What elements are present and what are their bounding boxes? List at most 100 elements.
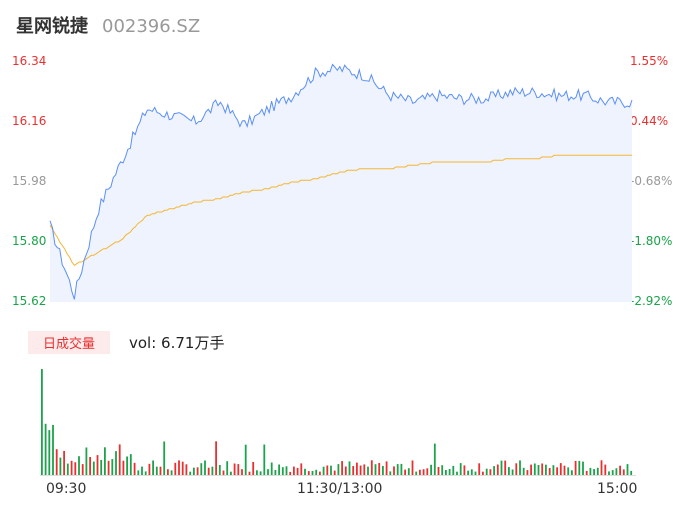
volume-bar (415, 471, 418, 475)
volume-bar (311, 471, 314, 475)
volume-bar (593, 469, 595, 475)
volume-bar (111, 459, 114, 475)
volume-bar (456, 471, 458, 475)
volume-bar (196, 467, 199, 475)
volume-bar (500, 460, 503, 475)
volume-bar (530, 464, 532, 475)
volume-bar (341, 461, 343, 475)
volume-bar (107, 460, 110, 475)
volume-bar (144, 471, 147, 475)
volume-bar (222, 470, 225, 475)
volume-bar (396, 464, 399, 475)
volume-bar (315, 469, 318, 475)
volume-bar (370, 460, 373, 475)
volume-bar (115, 451, 117, 475)
volume-bar (285, 466, 288, 475)
volume-bar (489, 469, 492, 475)
volume-bar (55, 449, 58, 475)
volume-bar (200, 463, 203, 475)
volume-bar (496, 464, 499, 475)
time-label-midday: 11:30/13:00 (297, 481, 383, 497)
volume-bar (559, 463, 562, 475)
volume-bar (485, 468, 488, 475)
volume-bar (378, 463, 381, 475)
volume-bar (89, 457, 91, 475)
volume-bar (393, 466, 395, 475)
volume-bar (508, 467, 510, 475)
volume-bar (296, 467, 299, 475)
percent-label: -2.92% (630, 294, 673, 308)
price-label: 15.62 (12, 294, 47, 308)
volume-bar (407, 468, 410, 475)
volume-bar (619, 465, 621, 475)
volume-bar (545, 464, 547, 475)
volume-bar (622, 469, 625, 475)
volume-bar (215, 441, 217, 475)
volume-bar (600, 460, 603, 475)
volume-bar (548, 468, 551, 475)
volume-bar (178, 460, 180, 475)
volume-bar (419, 469, 421, 475)
volume-bar (263, 444, 266, 475)
volume-bar (289, 471, 292, 475)
volume-bar (233, 463, 236, 475)
volume-bar (522, 467, 525, 475)
price-label: 16.34 (12, 54, 47, 68)
volume-bar (248, 471, 251, 475)
volume-bar (293, 466, 295, 475)
volume-bar (141, 466, 143, 475)
volume-bar (571, 470, 573, 475)
volume-bar (122, 460, 125, 475)
volume-bar (437, 467, 440, 475)
volume-bar (363, 464, 366, 475)
volume-bar (567, 467, 570, 475)
volume-bar (474, 471, 477, 475)
volume-bar (118, 444, 121, 475)
volume-bar (537, 465, 540, 475)
volume-bar (448, 469, 451, 475)
volume-bar (96, 455, 99, 475)
volume-bar (252, 462, 255, 475)
volume-bar (256, 470, 258, 475)
volume-bar (348, 461, 351, 475)
percent-label: 1.55% (630, 54, 669, 68)
volume-bar (52, 424, 54, 475)
volume-bar (278, 464, 280, 475)
volume-bar (626, 464, 629, 475)
volume-bar (585, 471, 588, 475)
volume-bar (270, 462, 273, 475)
volume-bar (452, 465, 455, 475)
volume-bar (174, 462, 177, 475)
volume-bar (159, 466, 162, 475)
time-label-close: 15:00 (597, 481, 638, 497)
volume-bar (526, 470, 529, 475)
volume-bar (422, 469, 425, 475)
price-area (50, 64, 632, 302)
volume-bar (578, 460, 581, 475)
volume-summary: vol: 6.71万手 (129, 334, 225, 352)
volume-bar (185, 464, 188, 475)
volume-bar (533, 463, 536, 475)
volume-bar (300, 463, 303, 475)
volume-bar (337, 464, 340, 475)
volume-bar (155, 466, 158, 475)
volume-bar (596, 467, 599, 475)
volume-bar (92, 461, 95, 475)
time-label-open: 09:30 (46, 481, 87, 497)
price-label: 16.16 (12, 114, 47, 128)
volume-bar (41, 369, 43, 475)
volume-bar (59, 457, 62, 475)
volume-bar (426, 468, 429, 475)
volume-bar (241, 469, 243, 475)
volume-bar (137, 470, 140, 475)
volume-bar (230, 471, 232, 475)
volume-bar (259, 471, 262, 475)
daily-volume-tab[interactable]: 日成交量 (28, 331, 110, 354)
volume-bar (445, 470, 447, 475)
volume-bar (267, 469, 269, 475)
volume-bar (281, 467, 284, 475)
volume-bar (519, 460, 521, 475)
volume-bar (104, 447, 106, 475)
volume-bar (85, 447, 88, 475)
